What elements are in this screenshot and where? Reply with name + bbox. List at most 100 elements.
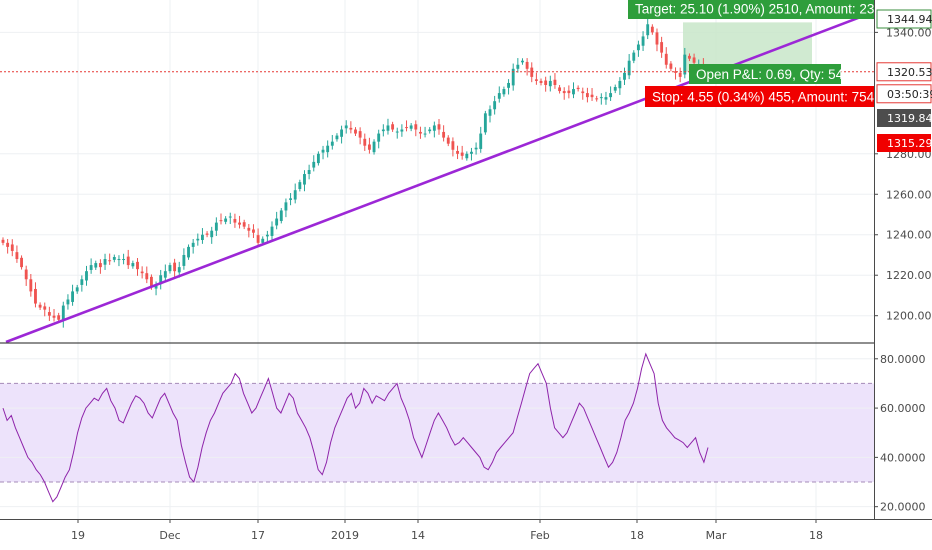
price-tag-target-bg bbox=[876, 9, 932, 29]
price-tag-entry: 1320.53 bbox=[876, 62, 932, 82]
candle-body bbox=[326, 145, 330, 153]
candle-body bbox=[405, 127, 408, 129]
candle-body bbox=[98, 263, 102, 268]
candle-body bbox=[367, 144, 371, 150]
candle-body bbox=[395, 131, 399, 133]
candle-body bbox=[349, 127, 353, 130]
candle-body bbox=[196, 238, 200, 241]
candle-body bbox=[168, 265, 172, 272]
stop-banner[interactable]: Stop: 4.55 (0.34%) 455, Amount: 754.3 bbox=[645, 86, 885, 107]
candle-body bbox=[442, 131, 446, 138]
candle-body bbox=[6, 242, 10, 247]
candle-body bbox=[136, 261, 139, 270]
candle-body bbox=[358, 131, 362, 138]
candle-body bbox=[108, 260, 112, 262]
candle-body bbox=[187, 246, 190, 258]
candle-body bbox=[154, 285, 158, 289]
candle-body bbox=[488, 109, 492, 116]
candle-body bbox=[289, 198, 292, 200]
trendline[interactable] bbox=[5, 12, 869, 344]
candle-body bbox=[539, 80, 543, 83]
candle-body bbox=[80, 279, 84, 285]
candle-body bbox=[483, 113, 487, 133]
candle-body bbox=[34, 288, 37, 304]
candle-body bbox=[10, 244, 14, 251]
candle-body bbox=[340, 129, 344, 137]
candle-body bbox=[432, 125, 436, 131]
candle-body bbox=[553, 79, 557, 85]
candle-body bbox=[534, 79, 538, 81]
pnl-banner-text: Open P&L: 0.69, Qty: 54 bbox=[696, 67, 844, 82]
target-banner[interactable]: Target: 25.10 (1.90%) 2510, Amount: 235 bbox=[628, 0, 882, 19]
candle-body bbox=[131, 263, 135, 267]
candle-body bbox=[126, 256, 130, 266]
price-tag-current-text: 1319.84 bbox=[887, 112, 932, 125]
candle-body bbox=[474, 147, 478, 150]
candle-body bbox=[20, 257, 23, 268]
candle-body bbox=[298, 182, 302, 190]
candle-body bbox=[140, 271, 144, 274]
candle-body bbox=[275, 218, 279, 226]
candle-body bbox=[15, 252, 19, 260]
pnl-banner[interactable]: Open P&L: 0.69, Qty: 54 bbox=[689, 64, 844, 84]
time-tick-label: 14 bbox=[411, 529, 425, 542]
candle-body bbox=[562, 91, 566, 94]
candle-body bbox=[66, 299, 70, 305]
candle-body bbox=[660, 42, 664, 53]
candle-body bbox=[377, 133, 381, 142]
candle-body bbox=[279, 210, 283, 221]
candle-body bbox=[688, 55, 691, 59]
candle-body bbox=[173, 262, 177, 272]
candle-body bbox=[242, 222, 246, 227]
time-tick-label: 18 bbox=[630, 529, 644, 542]
candle-body bbox=[335, 135, 339, 140]
candle-body bbox=[233, 218, 237, 223]
countdown-tag: 03:50:39 bbox=[876, 84, 932, 104]
candle-body bbox=[664, 53, 668, 65]
price-tick-label: 1260.00 bbox=[886, 188, 932, 201]
candle-body bbox=[507, 82, 510, 88]
candle-body bbox=[29, 279, 33, 292]
countdown-tag-bg bbox=[876, 84, 932, 104]
candle-body bbox=[228, 216, 232, 218]
candle-body bbox=[470, 151, 473, 154]
candle-body bbox=[567, 90, 571, 94]
candle-body bbox=[219, 220, 223, 222]
candle-body bbox=[655, 32, 659, 45]
candle-body bbox=[669, 63, 673, 69]
candle-body bbox=[521, 60, 524, 63]
candle-body bbox=[1, 239, 5, 243]
candle-body bbox=[641, 36, 645, 46]
target-zone bbox=[683, 22, 812, 72]
candle-body bbox=[224, 218, 228, 222]
candle-body bbox=[52, 315, 56, 318]
price-axis-tags: 1344.94 1320.53 03:50:39 1319.84 1315.29 bbox=[876, 9, 932, 152]
price-tick-label: 1240.00 bbox=[886, 229, 932, 242]
candle-body bbox=[159, 275, 163, 285]
candle-body bbox=[256, 235, 260, 243]
candle-body bbox=[650, 26, 654, 33]
candle-body bbox=[163, 271, 167, 278]
price-tag-current-bg bbox=[877, 109, 931, 127]
candle-body bbox=[330, 141, 334, 146]
rsi-tick-label: 40.0000 bbox=[880, 451, 926, 464]
time-tick-label: 2019 bbox=[331, 529, 359, 542]
candle-body bbox=[576, 87, 580, 90]
candle-body bbox=[316, 153, 320, 164]
candle-body bbox=[270, 226, 274, 236]
time-tick-label: Feb bbox=[530, 529, 549, 542]
price-tick-label: 1340.00 bbox=[886, 26, 932, 39]
candle-body bbox=[321, 149, 325, 153]
candle-body bbox=[419, 131, 422, 134]
rsi-tick-label: 60.0000 bbox=[880, 402, 926, 415]
candle-body bbox=[636, 44, 640, 51]
candle-body bbox=[117, 259, 121, 261]
candle-body bbox=[344, 125, 348, 129]
candle-body bbox=[618, 80, 622, 89]
candle-body bbox=[581, 91, 585, 94]
price-tag-entry-text: 1320.53 bbox=[887, 66, 932, 79]
price-tag-stop-text: 1315.29 bbox=[887, 137, 932, 150]
candle-body bbox=[391, 124, 395, 130]
price-tag-stop: 1315.29 bbox=[877, 134, 932, 152]
candle-body bbox=[613, 87, 617, 91]
